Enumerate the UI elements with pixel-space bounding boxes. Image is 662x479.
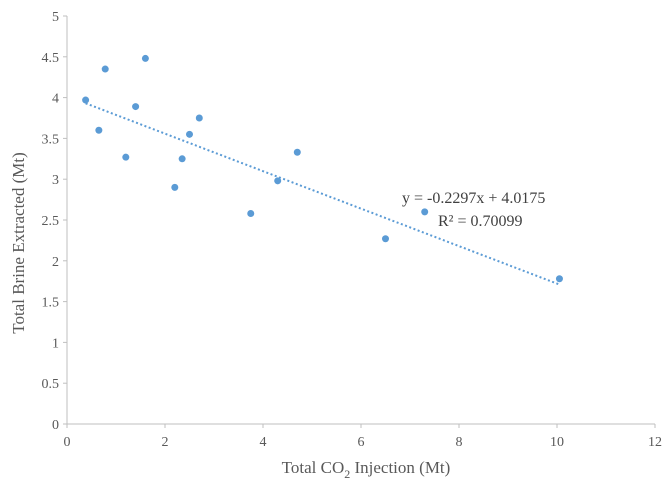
data-point — [247, 209, 255, 217]
data-points — [82, 54, 563, 283]
x-tick-label: 12 — [648, 435, 662, 450]
y-tick-label: 1 — [52, 336, 59, 351]
y-tick-label: 3 — [52, 173, 59, 188]
data-point — [382, 235, 389, 243]
x-tick-label: 10 — [550, 435, 564, 450]
data-point — [178, 155, 186, 163]
data-point — [122, 153, 130, 161]
data-point — [141, 54, 149, 62]
x-tick-label: 4 — [260, 435, 267, 450]
y-tick-label: 2.5 — [42, 214, 60, 229]
y-tick-label: 0 — [52, 418, 59, 433]
y-axis-title: Total Brine Extracted (Mt) — [9, 152, 28, 334]
y-tick-label: 2 — [52, 255, 59, 270]
data-point — [555, 275, 563, 283]
y-tick-label: 4 — [52, 92, 59, 107]
data-point — [132, 103, 140, 111]
x-tick-label: 8 — [456, 435, 463, 450]
data-point — [101, 65, 109, 73]
x-tick-label: 2 — [162, 435, 169, 450]
data-point — [274, 177, 282, 185]
trendline-equation: y = -0.2297x + 4.0175 — [402, 190, 545, 207]
y-tick-label: 5 — [52, 10, 59, 25]
data-point — [82, 96, 90, 104]
data-point — [95, 126, 103, 134]
data-point — [195, 114, 203, 122]
x-axis-title-main: Total CO — [282, 458, 345, 477]
y-axis: 0 0.5 1 1.5 2 2.5 3 3.5 4 4.5 5 — [42, 10, 68, 433]
x-axis-title-tail: Injection (Mt) — [350, 458, 450, 477]
y-tick-label: 0.5 — [42, 377, 60, 392]
trendline-r-squared: R² = 0.70099 — [438, 213, 523, 230]
y-tick-label: 3.5 — [42, 132, 60, 147]
x-axis: 0 2 4 6 8 10 12 — [64, 423, 662, 450]
x-tick-label: 6 — [358, 435, 365, 450]
x-axis-title-subscript: 2 — [344, 467, 350, 479]
data-point — [421, 208, 429, 216]
data-point — [186, 130, 193, 138]
data-point — [171, 183, 179, 191]
trendline-group — [85, 102, 560, 286]
x-axis-title: Total CO2 Injection (Mt) — [282, 458, 451, 479]
x-tick-label: 0 — [64, 435, 71, 450]
y-tick-label: 1.5 — [42, 296, 60, 311]
data-point — [293, 148, 301, 156]
trendline — [85, 102, 560, 286]
y-tick-label: 4.5 — [42, 51, 60, 66]
